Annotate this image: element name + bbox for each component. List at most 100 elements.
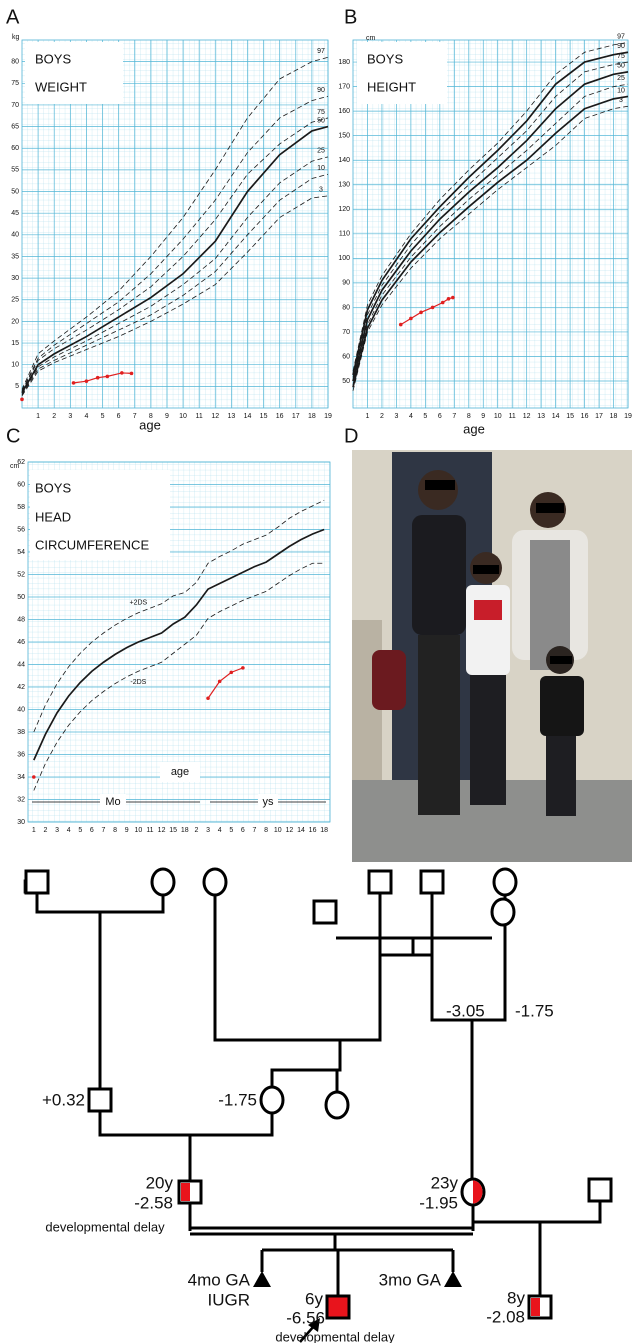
pedigree-note: developmental delay — [45, 1219, 165, 1234]
pedigree-label: 8y — [507, 1288, 525, 1307]
x-tick-label: 15 — [260, 413, 268, 420]
data-point — [419, 311, 423, 315]
data-point — [229, 671, 233, 675]
x-tick-label: 6 — [117, 413, 121, 420]
x-tick-label: 3 — [68, 413, 72, 420]
y-tick-label: 45 — [11, 210, 19, 217]
pedigree-note: developmental delay — [275, 1329, 395, 1343]
y-tick-label: 50 — [17, 594, 25, 601]
data-point — [130, 372, 134, 376]
x-tick-label: 16 — [276, 413, 284, 420]
y-tick-label: 65 — [11, 123, 19, 130]
x-tick-label: 6 — [90, 827, 94, 834]
y-tick-label: 100 — [338, 255, 350, 262]
x-tick-label: 2 — [43, 827, 47, 834]
panel-label: C — [6, 425, 20, 447]
series-label: 3 — [619, 97, 623, 104]
x-tick-label: 8 — [264, 827, 268, 834]
x-tick-label: 9 — [481, 413, 485, 420]
y-tick-label: 150 — [338, 133, 350, 140]
y-tick-label: 25 — [11, 297, 19, 304]
x-tick-label: 14 — [552, 413, 560, 420]
x-tick-label: 14 — [297, 827, 305, 834]
photo — [352, 450, 632, 862]
x-tick-label: 2 — [194, 827, 198, 834]
x-tick-label: 4 — [409, 413, 413, 420]
series-label: 90 — [617, 43, 625, 50]
data-point — [72, 381, 76, 385]
y-tick-label: 180 — [338, 59, 350, 66]
y-tick-label: 5 — [15, 383, 19, 390]
y-tick-label: 20 — [11, 318, 19, 325]
data-point — [106, 375, 110, 379]
x-tick-label: 17 — [595, 413, 603, 420]
series-label: 10 — [317, 165, 325, 172]
pedigree-label: 6y — [305, 1289, 323, 1308]
data-point — [441, 301, 445, 305]
y-tick-label: 120 — [338, 206, 350, 213]
x-tick-label: 16 — [309, 827, 317, 834]
pedigree-label: -2.58 — [134, 1193, 173, 1212]
x-tick-label: 2 — [52, 413, 56, 420]
x-tick-label: 15 — [566, 413, 574, 420]
panel-label: B — [344, 6, 357, 28]
data-point — [206, 696, 210, 700]
chart-title: HEAD — [35, 509, 71, 524]
x-tick-label: 2 — [380, 413, 384, 420]
pedigree-label: -3.05 — [446, 1001, 485, 1020]
x-tick-label: 18 — [308, 413, 316, 420]
series-label: -2DS — [130, 679, 146, 686]
y-tick-label: 48 — [17, 616, 25, 623]
pedigree-label: 20y — [146, 1173, 174, 1192]
data-point — [218, 680, 222, 684]
series-label: 75 — [317, 109, 325, 116]
pedigree-label: -2.08 — [486, 1307, 525, 1326]
chart-title: BOYS — [35, 51, 71, 66]
x-label: age — [139, 417, 161, 432]
series-label: 50 — [617, 63, 625, 70]
data-point — [447, 297, 451, 301]
y-tick-label: 15 — [11, 340, 19, 347]
series-label: +2DS — [129, 600, 147, 607]
pedigree-label: +0.32 — [42, 1090, 85, 1109]
x-tick-label: 7 — [452, 413, 456, 420]
y-tick-label: 40 — [17, 706, 25, 713]
x-tick-label: 6 — [241, 827, 245, 834]
y-tick-label: 36 — [17, 751, 25, 758]
x-tick-label: 5 — [229, 827, 233, 834]
x-tick-label: 8 — [467, 413, 471, 420]
y-tick-label: 35 — [11, 253, 19, 260]
x-tick-label: 9 — [125, 827, 129, 834]
chart-title: BOYS — [367, 51, 403, 66]
chart-title: HEIGHT — [367, 79, 416, 94]
y-tick-label: 170 — [338, 83, 350, 90]
series-label: 25 — [317, 148, 325, 155]
y-label: kg — [12, 34, 20, 41]
x-tick-label: 11 — [509, 413, 516, 420]
x-tick-label: 1 — [32, 827, 36, 834]
x-tick-label: 10 — [179, 413, 187, 420]
x-tick-label: 18 — [320, 827, 328, 834]
series-label: 75 — [617, 53, 625, 60]
x-tick-label: 19 — [324, 413, 332, 420]
x-tick-label: 8 — [113, 827, 117, 834]
x-tick-label: 19 — [624, 413, 632, 420]
x-tick-label: 13 — [537, 413, 545, 420]
y-tick-label: 90 — [342, 280, 350, 287]
x-tick-label: 5 — [78, 827, 82, 834]
x-tick-label: 4 — [84, 413, 88, 420]
x-section: Mo — [105, 796, 120, 808]
y-label: cm — [366, 35, 376, 42]
chart-title: BOYS — [35, 480, 71, 495]
y-tick-label: 130 — [338, 182, 350, 189]
data-point — [120, 371, 124, 375]
x-tick-label: 7 — [133, 413, 137, 420]
x-tick-label: 1 — [36, 413, 40, 420]
x-tick-label: 14 — [244, 413, 252, 420]
y-tick-label: 60 — [11, 145, 19, 152]
y-tick-label: 52 — [17, 571, 25, 578]
y-tick-label: 55 — [11, 167, 19, 174]
y-tick-label: 44 — [17, 661, 25, 668]
y-tick-label: 60 — [342, 353, 350, 360]
data-point — [20, 398, 24, 402]
